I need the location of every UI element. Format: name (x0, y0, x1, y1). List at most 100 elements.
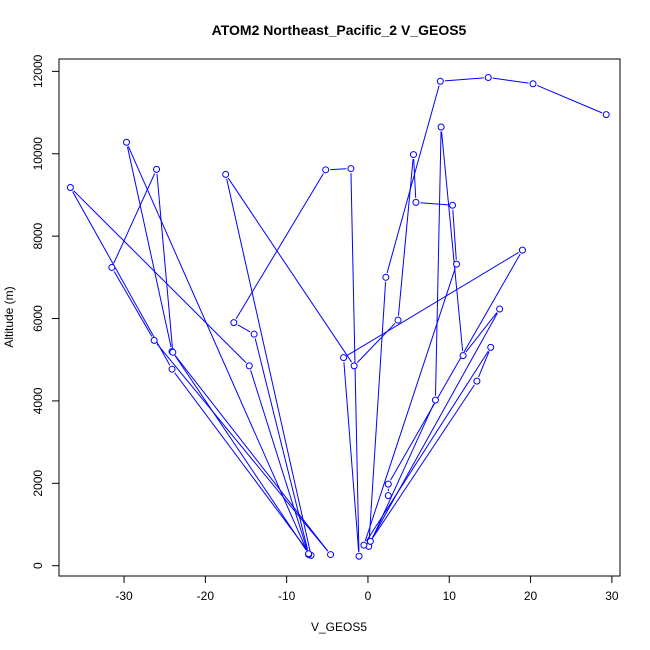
y-tick-label: 0 (31, 562, 45, 569)
data-point (322, 166, 330, 174)
data-point (384, 480, 392, 488)
data-point (222, 170, 230, 178)
x-tick-label: 0 (365, 589, 372, 603)
data-point (366, 537, 374, 545)
series-segment (174, 354, 329, 552)
data-point (327, 551, 335, 559)
data-point (453, 260, 461, 268)
x-tick-label: 10 (443, 589, 457, 603)
series-segment (126, 146, 172, 348)
data-point (305, 550, 313, 558)
data-point (169, 348, 177, 356)
plot-frame (58, 58, 621, 577)
data-point (518, 246, 526, 254)
series-segment (441, 131, 464, 352)
y-tick-label: 12000 (31, 54, 45, 88)
y-axis-label: Altitude (m) (2, 286, 16, 347)
data-point (245, 362, 253, 370)
data-point (437, 123, 445, 131)
series-segment (365, 350, 489, 542)
x-tick-label: -20 (197, 589, 215, 603)
points-group (66, 74, 610, 560)
series-segment (350, 173, 360, 552)
series-segment (372, 384, 475, 538)
data-point (436, 77, 444, 85)
series-segment (386, 85, 440, 274)
series-segment (174, 372, 309, 553)
series-segment (73, 190, 247, 364)
data-point (602, 111, 610, 119)
series-segment (397, 159, 414, 316)
x-axis-label: V_GEOS5 (311, 620, 367, 634)
data-point (340, 354, 348, 362)
data-point (168, 365, 176, 373)
series-segment (368, 281, 387, 542)
series-segment (390, 253, 521, 481)
series-segment (343, 362, 360, 552)
data-point (473, 377, 481, 385)
series-segment (420, 202, 449, 206)
y-axis: 0 2000 4000 6000 8000 10000 12000 (31, 54, 59, 569)
x-axis: -30 -20 -10 0 10 20 30 (115, 576, 619, 603)
data-point (409, 151, 417, 159)
series-group (72, 77, 603, 553)
data-point (150, 336, 158, 344)
data-point (487, 343, 495, 351)
series-segment (452, 209, 457, 260)
series-segment (227, 177, 353, 363)
series-segment (226, 178, 311, 552)
x-tick-label: 30 (605, 589, 619, 603)
series-segment (372, 312, 498, 538)
data-point (431, 396, 439, 404)
data-point (394, 316, 402, 324)
series-segment (156, 173, 173, 348)
series-segment (127, 146, 308, 551)
series-segment (413, 159, 417, 198)
x-tick-label: -10 (278, 589, 296, 603)
series-segment (250, 370, 308, 551)
data-point (459, 352, 467, 360)
series-segment (174, 355, 307, 551)
data-point (153, 165, 161, 173)
x-tick-label: -30 (115, 589, 133, 603)
series-segment (370, 403, 435, 543)
series-segment (492, 77, 529, 84)
series-segment (113, 173, 156, 264)
y-tick-label: 8000 (31, 222, 45, 249)
series-segment (435, 131, 442, 396)
series-segment (330, 168, 347, 171)
y-tick-label: 10000 (31, 137, 45, 171)
x-tick-label: 20 (524, 589, 538, 603)
series-segment (347, 252, 519, 356)
data-point (496, 305, 504, 313)
chart-title: ATOM2 Northeast_Pacific_2 V_GEOS5 (212, 22, 467, 38)
series-segment (356, 323, 396, 364)
data-point (347, 165, 355, 173)
series-segment (536, 85, 603, 114)
data-point (360, 541, 368, 549)
data-point (529, 80, 537, 88)
data-point (230, 319, 238, 327)
data-point (250, 330, 258, 338)
y-tick-label: 2000 (31, 470, 45, 497)
data-point (382, 273, 390, 281)
series-segment (444, 77, 484, 82)
series-segment (478, 351, 490, 378)
data-point (350, 362, 358, 370)
series-segment (237, 324, 251, 333)
data-point (355, 552, 363, 560)
data-point (66, 184, 74, 192)
y-tick-label: 6000 (31, 305, 45, 332)
data-point (412, 198, 420, 206)
series-segment (364, 268, 456, 541)
series-segment (156, 343, 329, 552)
data-point (449, 201, 457, 209)
data-point (484, 74, 492, 82)
y-tick-label: 4000 (31, 387, 45, 414)
series-segment (235, 173, 324, 320)
series-segment (254, 338, 309, 550)
data-point (108, 263, 116, 271)
series-segment (465, 312, 498, 353)
series-segment (113, 271, 153, 337)
